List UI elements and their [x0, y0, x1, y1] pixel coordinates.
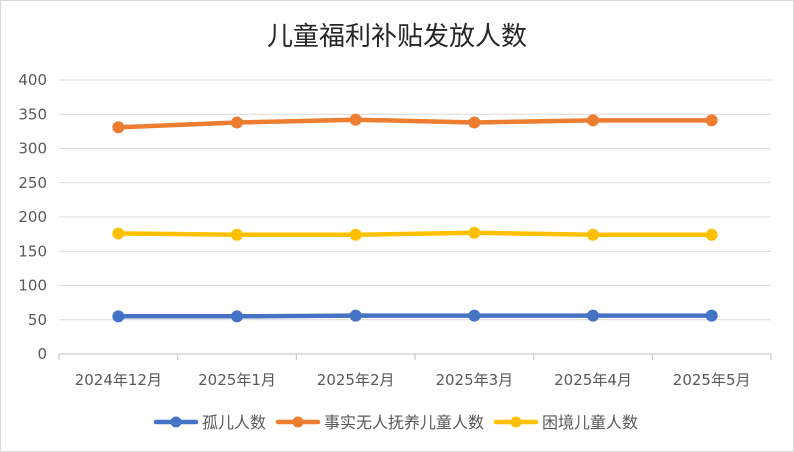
axes: 0 50 100 150 200 250 300 350 400 2024年12月 2025年1月 2…: [18, 71, 772, 389]
data-point: [468, 116, 481, 129]
data-point: [468, 309, 481, 322]
x-tick-label: 2025年1月: [198, 371, 276, 389]
data-point: [705, 228, 718, 241]
data-point: [587, 114, 599, 127]
x-tick-label: 2025年2月: [317, 371, 395, 389]
x-tick-label: 2025年5月: [673, 371, 751, 389]
legend-label: 困境儿童人数: [542, 413, 638, 432]
legend-swatch-marker: [292, 416, 304, 428]
data-point: [231, 116, 243, 129]
data-point: [112, 227, 125, 240]
y-tick-label: 400: [18, 71, 47, 89]
data-point: [349, 228, 362, 241]
legend-item: 事实无人抚养儿童人数: [275, 413, 484, 432]
data-point: [112, 310, 125, 323]
data-point: [231, 310, 243, 323]
data-point: [705, 309, 718, 322]
legend: 孤儿人数 事实无人抚养儿童人数 困境儿童人数: [153, 413, 638, 432]
x-tick-label: 2025年3月: [435, 371, 513, 389]
series-group: [112, 309, 718, 323]
series-group: [112, 226, 718, 241]
y-tick-label: 100: [18, 277, 47, 295]
gridlines: [59, 79, 771, 321]
legend-swatch-marker: [510, 416, 522, 428]
y-tick-label: 50: [28, 311, 47, 329]
data-point: [349, 113, 362, 126]
y-tick-label: 300: [18, 140, 47, 158]
data-point: [705, 114, 718, 127]
data-point: [587, 228, 599, 241]
y-tick-label: 0: [37, 345, 47, 363]
legend-label: 事实无人抚养儿童人数: [324, 413, 484, 432]
legend-item: 困境儿童人数: [493, 413, 638, 432]
legend-swatch-marker: [170, 416, 182, 428]
legend-label: 孤儿人数: [202, 413, 266, 432]
data-point: [349, 309, 362, 322]
legend-item: 孤儿人数: [153, 413, 266, 432]
series-line: [116, 230, 714, 238]
series-lines: [112, 113, 718, 323]
series-line: [116, 117, 714, 130]
x-tick-label: 2025年4月: [554, 371, 632, 389]
series-line: [116, 313, 714, 319]
y-tick-label: 250: [18, 174, 47, 192]
data-point: [587, 309, 599, 322]
y-tick-label: 200: [18, 208, 47, 226]
data-point: [468, 226, 481, 239]
x-tick-label: 2024年12月: [75, 371, 162, 389]
chart-title: 儿童福利补贴发放人数: [267, 22, 527, 52]
y-tick-label: 350: [18, 105, 47, 123]
series-group: [112, 113, 718, 134]
data-point: [112, 121, 125, 134]
data-point: [231, 228, 243, 241]
y-tick-label: 150: [18, 242, 47, 260]
